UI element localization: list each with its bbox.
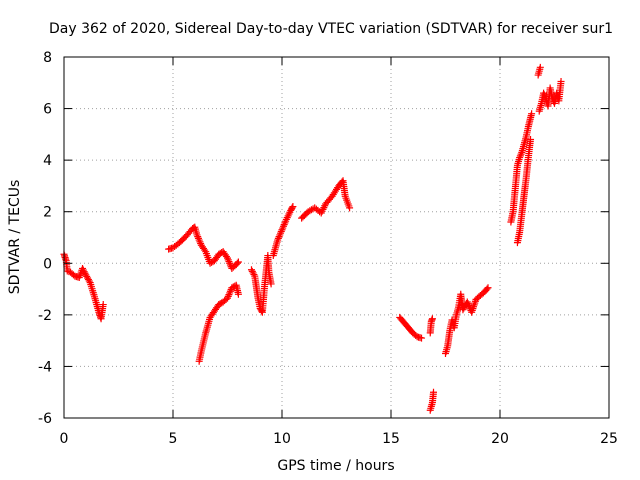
data-point: [516, 152, 524, 160]
data-point: [193, 231, 201, 239]
data-point: [79, 266, 87, 274]
y-axis-label: SDTVAR / TECUs: [7, 180, 23, 295]
x-tick-label: 15: [382, 431, 400, 447]
data-point: [99, 301, 107, 309]
y-tick-label: -6: [38, 411, 52, 427]
data-point: [224, 292, 232, 300]
data-point: [233, 259, 241, 267]
data-point: [536, 63, 544, 71]
data-point: [226, 289, 234, 297]
data-point: [224, 294, 231, 302]
data-point: [225, 258, 233, 266]
data-point: [288, 204, 296, 212]
data-point: [279, 224, 287, 232]
data-point: [196, 238, 204, 246]
data-point: [540, 89, 548, 97]
data-point: [194, 234, 202, 242]
data-point: [276, 231, 284, 239]
data-point: [226, 287, 234, 295]
data-point: [280, 221, 288, 229]
data-point: [274, 234, 282, 242]
data-point: [201, 246, 209, 254]
data-point: [80, 268, 88, 276]
data-point: [281, 219, 289, 227]
data-point: [63, 267, 71, 275]
y-tick-label: 8: [43, 50, 52, 66]
y-tick-label: -2: [38, 308, 52, 324]
data-point: [527, 136, 535, 144]
data-point: [267, 280, 275, 288]
data-point: [277, 227, 285, 235]
y-tick-label: 6: [43, 102, 52, 118]
data-point: [85, 277, 93, 285]
data-point: [557, 77, 565, 85]
data-points: [60, 63, 565, 414]
data-point: [282, 217, 290, 225]
x-axis-label: GPS time / hours: [277, 458, 394, 474]
x-tick-label: 20: [491, 431, 509, 447]
data-point: [279, 222, 287, 230]
data-point: [81, 269, 89, 277]
data-point: [484, 284, 492, 292]
data-point: [464, 300, 472, 308]
data-point: [247, 266, 255, 274]
data-point: [249, 269, 257, 277]
x-tick-label: 5: [169, 431, 178, 447]
data-point: [528, 110, 536, 118]
data-point: [289, 203, 297, 211]
data-point: [517, 150, 525, 158]
data-point: [79, 264, 87, 272]
data-point: [224, 254, 231, 262]
data-point: [540, 91, 548, 99]
data-point: [516, 154, 524, 162]
y-tick-label: 4: [43, 153, 52, 169]
data-point: [463, 298, 471, 306]
data-point: [250, 271, 258, 279]
data-point: [428, 315, 436, 323]
data-point: [194, 233, 202, 241]
data-point: [248, 267, 256, 275]
data-point: [418, 334, 426, 342]
data-point: [275, 233, 283, 241]
x-tick-label: 25: [600, 431, 618, 447]
y-tick-label: 0: [43, 256, 52, 272]
plot-frame: [63, 56, 610, 419]
data-point: [258, 307, 266, 315]
y-tick-label: -4: [38, 359, 52, 375]
chart-title: Day 362 of 2020, Sidereal Day-to-day VTE…: [49, 21, 613, 37]
data-point: [225, 291, 233, 299]
y-tick-label: 2: [43, 205, 52, 221]
x-tick-label: 10: [273, 431, 291, 447]
data-point: [274, 236, 282, 244]
data-point: [278, 226, 286, 234]
data-point: [483, 285, 491, 293]
data-point: [277, 229, 285, 237]
data-point: [195, 236, 203, 244]
data-point: [430, 388, 438, 396]
data-point: [226, 259, 234, 267]
data-point: [224, 256, 232, 264]
data-point: [234, 258, 242, 266]
data-point: [234, 290, 242, 298]
data-point: [346, 204, 354, 212]
axis-ticks: 0 5 10 15 20 25 -6 -4 -2 0 2 4 6 8: [38, 50, 618, 447]
x-tick-label: 0: [60, 431, 69, 447]
grid-lines: [64, 57, 609, 418]
